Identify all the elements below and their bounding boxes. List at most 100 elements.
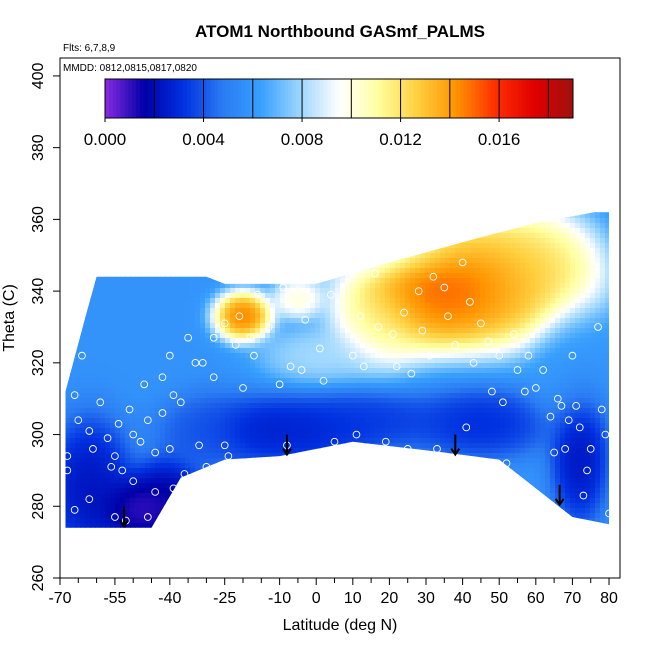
heatmap-cell: [155, 468, 161, 474]
heatmap-cell: [245, 233, 251, 239]
heatmap-cell: [65, 498, 66, 504]
heatmap-cell: [135, 153, 141, 159]
heatmap-cell: [150, 258, 156, 264]
heatmap-cell: [105, 428, 111, 434]
heatmap-cell: [90, 258, 96, 264]
heatmap-cell: [260, 508, 266, 514]
heatmap-cell: [265, 163, 271, 169]
heatmap-cell: [80, 168, 86, 174]
heatmap-cell: [220, 508, 226, 514]
heatmap-cell: [130, 193, 136, 199]
heatmap-cell: [270, 58, 276, 64]
heatmap-cell: [75, 133, 81, 139]
heatmap-cell: [295, 298, 301, 304]
heatmap-cell: [135, 338, 141, 344]
heatmap-cell: [150, 438, 156, 444]
heatmap-cell: [65, 333, 71, 339]
heatmap-cell: [285, 58, 291, 64]
heatmap-cell: [265, 253, 271, 259]
heatmap-cell: [65, 253, 66, 259]
heatmap-cell: [80, 198, 86, 204]
heatmap-cell: [230, 498, 236, 504]
heatmap-cell: [90, 298, 96, 304]
heatmap-cell: [175, 378, 181, 384]
heatmap-cell: [290, 258, 296, 264]
heatmap-cell: [255, 458, 261, 464]
heatmap-cell: [175, 123, 181, 129]
heatmap-cell: [260, 58, 266, 64]
heatmap-cell: [130, 258, 136, 264]
heatmap-cell: [290, 543, 296, 549]
heatmap-cell: [270, 283, 276, 289]
heatmap-cell: [270, 198, 276, 204]
heatmap-cell: [90, 363, 96, 369]
heatmap-cell: [125, 198, 131, 204]
heatmap-cell: [270, 313, 276, 319]
heatmap-cell: [220, 523, 226, 528]
heatmap-cell: [250, 183, 256, 189]
heatmap-cell: [260, 393, 266, 399]
heatmap-cell: [90, 558, 96, 564]
heatmap-cell: [285, 318, 291, 324]
heatmap-cell: [265, 212, 271, 214]
heatmap-cell: [295, 468, 301, 474]
heatmap-cell: [165, 213, 171, 219]
heatmap-cell: [190, 348, 196, 354]
heatmap-cell: [155, 243, 161, 249]
heatmap-cell: [195, 188, 201, 194]
heatmap-cell: [265, 368, 271, 374]
heatmap-cell: [280, 303, 286, 309]
heatmap-cell: [195, 568, 201, 574]
heatmap-cell: [265, 293, 271, 299]
heatmap-cell: [160, 263, 166, 269]
heatmap-cell: [250, 418, 256, 424]
heatmap-cell: [225, 318, 231, 324]
heatmap-cell: [270, 568, 276, 574]
heatmap-cell: [105, 458, 111, 464]
heatmap-cell: [140, 528, 146, 534]
heatmap-cell: [245, 443, 251, 449]
heatmap-cell: [85, 308, 91, 314]
heatmap-cell: [160, 278, 166, 284]
heatmap-cell: [90, 113, 96, 119]
heatmap-cell: [270, 253, 276, 259]
heatmap-cell: [205, 343, 211, 349]
heatmap-cell: [200, 563, 206, 569]
heatmap-cell: [75, 78, 81, 84]
heatmap-cell: [120, 288, 126, 294]
heatmap-cell: [290, 528, 296, 534]
heatmap-cell: [95, 188, 101, 194]
heatmap-cell: [245, 343, 251, 349]
heatmap-cell: [75, 528, 81, 534]
heatmap-cell: [220, 543, 226, 549]
heatmap-cell: [255, 303, 261, 309]
heatmap-cell: [140, 183, 146, 189]
heatmap-cell: [255, 338, 261, 344]
heatmap-cell: [105, 338, 111, 344]
heatmap-cell: [145, 453, 151, 459]
heatmap-cell: [125, 463, 131, 469]
heatmap-cell: [275, 483, 281, 489]
heatmap-cell: [100, 263, 106, 269]
heatmap-cell: [240, 413, 246, 419]
heatmap-cell: [230, 258, 236, 264]
heatmap-cell: [140, 523, 146, 528]
heatmap-cell: [205, 293, 211, 299]
heatmap-cell: [70, 338, 76, 344]
heatmap-cell: [290, 188, 296, 194]
heatmap-cell: [120, 198, 126, 204]
heatmap-cell: [160, 248, 166, 254]
heatmap-cell: [120, 443, 126, 449]
heatmap-cell: [195, 513, 201, 519]
heatmap-cell: [265, 433, 271, 439]
heatmap-cell: [250, 443, 256, 449]
heatmap-cell: [70, 248, 76, 254]
heatmap-cell: [270, 553, 276, 559]
heatmap-cell: [155, 248, 161, 254]
heatmap-cell: [250, 338, 256, 344]
heatmap-cell: [135, 443, 141, 449]
heatmap-cell: [65, 393, 66, 399]
heatmap-cell: [165, 513, 171, 519]
heatmap-cell: [135, 383, 141, 389]
heatmap-cell: [250, 223, 256, 229]
